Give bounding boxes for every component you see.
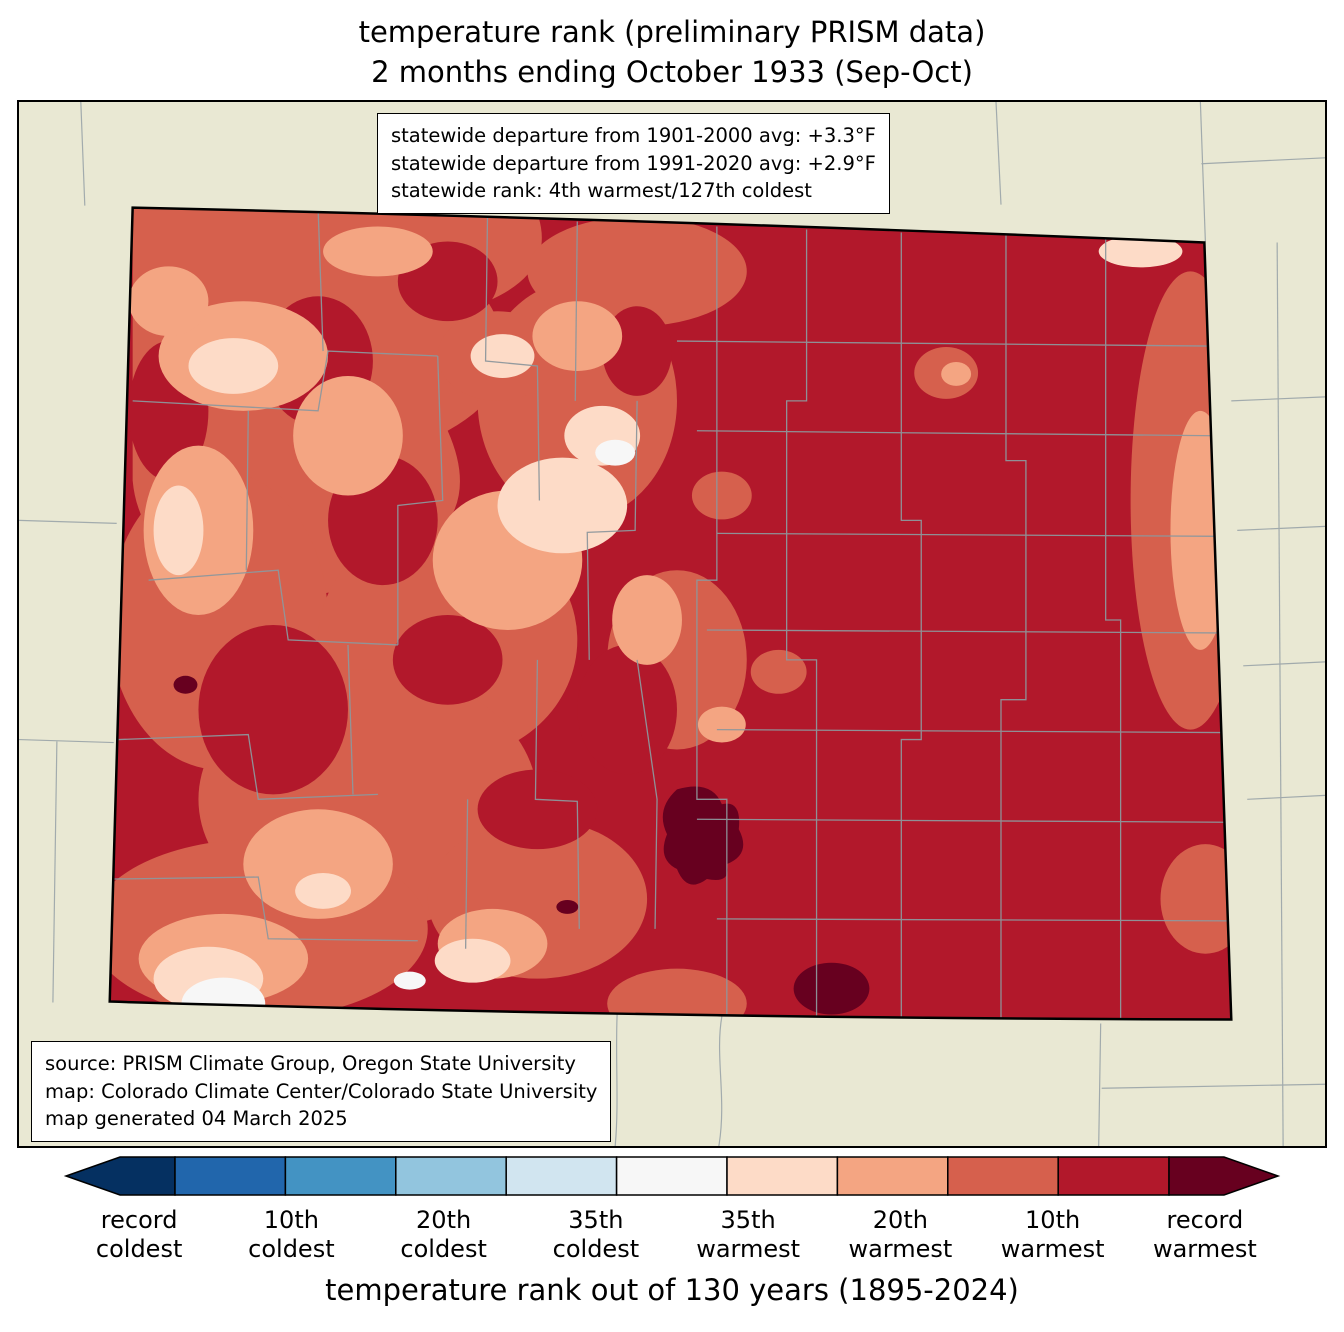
legend-label-20th-coldest: 20th coldest [400,1206,487,1264]
legend-segment [284,1156,397,1196]
rank-patches [109,207,1232,1020]
legend-segment [1057,1156,1170,1196]
info-line-1991-2020: statewide departure from 1991-2020 avg: … [391,151,876,175]
legend-segment [836,1156,949,1196]
page-title-line2: 2 months ending October 1933 (Sep-Oct) [371,55,973,90]
legend-label-record-warmest: record warmest [1152,1206,1257,1264]
state-outline [108,206,1233,1021]
county-lines [113,207,1229,1019]
source-box: source: PRISM Climate Group, Oregon Stat… [31,1041,612,1143]
legend-segment [947,1156,1059,1196]
colorado-rank-map [19,102,1325,1147]
legend-segment [726,1156,839,1196]
legend-segment [615,1156,728,1196]
legend-label-35th-coldest: 35th coldest [552,1206,640,1264]
map-frame: statewide departure from 1901-2000 avg: … [17,100,1327,1149]
legend-label-10th-warmest: 10th warmest [1000,1206,1105,1264]
generated-line: map generated 04 March 2025 [45,1107,348,1131]
source-line: source: PRISM Climate Group, Oregon Stat… [45,1052,576,1076]
legend-segment [174,1156,287,1196]
neighbor-county-lines [19,102,1325,1147]
legend-label-record-coldest: record coldest [95,1206,183,1264]
legend-segment [395,1156,507,1196]
legend-label-20th-warmest: 20th warmest [848,1206,953,1264]
map-credit-line: map: Colorado Climate Center/Colorado St… [45,1079,598,1103]
legend-segment-record-coldest [63,1156,176,1196]
info-line-rank: statewide rank: 4th warmest/127th coldes… [391,179,812,203]
page-title: temperature rank (preliminary PRISM data… [0,0,1344,92]
legend-label-10th-coldest: 10th coldest [248,1206,335,1264]
statewide-info-box: statewide departure from 1901-2000 avg: … [377,113,890,215]
legend-segment-record-warmest [1168,1156,1281,1196]
colorbar-caption: temperature rank out of 130 years (1895-… [325,1272,1019,1307]
legend-labels: record coldest 10th coldest 20th coldest… [63,1206,1281,1265]
legend-segment [505,1156,618,1196]
info-line-1901-2000: statewide departure from 1901-2000 avg: … [391,124,876,148]
legend-label-35th-warmest: 35th warmest [696,1206,801,1264]
colorbar [63,1156,1281,1196]
page-title-line1: temperature rank (preliminary PRISM data… [358,15,986,49]
